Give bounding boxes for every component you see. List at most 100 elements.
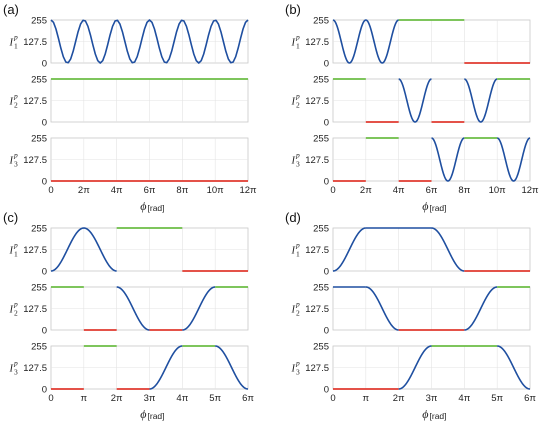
x-axis-label: ϕ <box>422 199 428 213</box>
y-tick-label: 127.5 <box>23 245 47 256</box>
series-blue-segment <box>181 286 216 331</box>
series-blue-segment <box>149 345 183 390</box>
x-tick-label: 4π <box>176 393 188 404</box>
series-blue-segment <box>332 227 367 272</box>
x-tick-label: 8π <box>176 185 188 196</box>
panel-label: (c) <box>3 210 18 225</box>
y-tick-label: 255 <box>31 74 47 85</box>
y-axis-label: I <box>9 38 14 49</box>
panel-d: (d)0127.5255Ip10127.5255Ip20127.5255Ip30… <box>285 210 536 421</box>
y-tick-label: 0 <box>42 384 47 395</box>
y-axis-label-sup: p <box>13 359 18 368</box>
subplot-3: 0 127.5 255 Ip3 <box>291 133 531 187</box>
y-tick-label: 0 <box>324 117 329 128</box>
y-tick-label: 127.5 <box>23 363 47 374</box>
y-axis-label-sub: 1 <box>296 250 300 259</box>
x-axis-label: ϕ <box>140 407 146 421</box>
subplot-2: 0 127.5 255 Ip2 <box>9 282 249 336</box>
series-blue-segment <box>431 137 465 182</box>
subplot-2: 0 127.5 255 Ip2 <box>291 282 531 336</box>
y-axis-label: I <box>9 156 14 167</box>
y-axis-label: I <box>291 364 296 375</box>
y-axis-label: I <box>9 97 14 108</box>
series-blue-segment <box>398 78 432 123</box>
x-tick-label: 0 <box>48 185 53 196</box>
y-axis-label-sub: 1 <box>296 42 300 51</box>
y-tick-label: 255 <box>31 133 47 144</box>
subplot-1: 0 127.5 255 Ip1 <box>9 15 249 69</box>
subplot-3: 0 127.5 255 Ip3 <box>291 341 531 395</box>
y-tick-label: 127.5 <box>23 155 47 166</box>
y-tick-label: 0 <box>324 266 329 277</box>
y-axis-label-sub: 3 <box>14 160 18 169</box>
y-tick-label: 0 <box>42 58 47 69</box>
y-tick-label: 0 <box>324 176 329 187</box>
series-blue-segment <box>463 78 498 123</box>
y-axis-label: I <box>291 156 296 167</box>
x-tick-label: 2π <box>111 393 123 404</box>
subplot-2: 0 127.5 255 Ip2 <box>291 74 531 128</box>
y-tick-label: 255 <box>313 341 329 352</box>
subplot-3: 0 127.5 255 Ip3 <box>9 133 249 187</box>
y-tick-label: 255 <box>313 15 329 26</box>
y-axis-label-sub: 3 <box>14 368 18 377</box>
subplot-2: 0 127.5 255 Ip2 <box>9 74 249 128</box>
x-tick-label: 0 <box>330 185 335 196</box>
x-tick-label: 4π <box>393 185 405 196</box>
x-axis-unit: [rad] <box>148 411 165 421</box>
subplot-1: 0 127.5 255 Ip1 <box>291 15 531 69</box>
y-axis-label-sub: 1 <box>14 250 18 259</box>
x-tick-label: 0 <box>48 393 53 404</box>
y-axis-label-sub: 3 <box>296 160 300 169</box>
y-axis-label: I <box>9 364 14 375</box>
x-tick-label: 3π <box>426 393 438 404</box>
y-tick-label: 255 <box>31 341 47 352</box>
x-axis-label: ϕ <box>140 199 146 213</box>
y-axis-label-sup: p <box>13 151 18 160</box>
series-blue-segment <box>496 345 531 390</box>
series-blue-segment <box>496 137 531 182</box>
series-blue-segment <box>463 286 498 331</box>
y-axis-label-sup: p <box>13 241 18 250</box>
y-axis-label-sup: p <box>13 300 18 309</box>
x-tick-label: 5π <box>491 393 503 404</box>
x-tick-label: 6π <box>242 393 254 404</box>
series-blue-segment <box>398 345 432 390</box>
x-tick-label: 12π <box>239 185 257 196</box>
y-axis-label-sub: 2 <box>296 309 300 318</box>
y-axis-label-sup: p <box>295 300 300 309</box>
x-tick-label: 12π <box>521 185 539 196</box>
x-tick-label: 3π <box>144 393 156 404</box>
series-blue-segment <box>50 227 117 272</box>
x-tick-label: 4π <box>111 185 123 196</box>
y-tick-label: 255 <box>313 74 329 85</box>
y-tick-label: 127.5 <box>305 363 329 374</box>
y-axis-label-sup: p <box>295 92 300 101</box>
y-axis-label: I <box>291 246 296 257</box>
y-axis-label-sup: p <box>295 359 300 368</box>
y-tick-label: 127.5 <box>305 245 329 256</box>
x-axis-unit: [rad] <box>430 411 447 421</box>
subplot-3: 0 127.5 255 Ip3 <box>9 341 249 395</box>
y-tick-label: 0 <box>324 58 329 69</box>
y-axis-label-sup: p <box>295 241 300 250</box>
y-axis-label: I <box>9 305 14 316</box>
panel-label: (a) <box>3 2 19 17</box>
x-tick-label: 6π <box>144 185 156 196</box>
y-tick-label: 127.5 <box>305 37 329 48</box>
x-tick-label: 10π <box>207 185 225 196</box>
x-axis-label: ϕ <box>422 407 428 421</box>
x-tick-label: 2π <box>393 393 405 404</box>
subplot-1: 0 127.5 255 Ip1 <box>9 223 249 277</box>
y-axis-label: I <box>291 38 296 49</box>
panel-b: (b)0127.5255Ip10127.5255Ip20127.5255Ip30… <box>285 2 539 213</box>
y-axis-label-sub: 2 <box>296 101 300 110</box>
y-tick-label: 255 <box>31 223 47 234</box>
y-axis-label: I <box>291 97 296 108</box>
y-tick-label: 127.5 <box>23 37 47 48</box>
x-tick-label: 5π <box>209 393 221 404</box>
y-tick-label: 127.5 <box>305 304 329 315</box>
y-axis-label-sup: p <box>295 151 300 160</box>
y-axis-label: I <box>291 305 296 316</box>
